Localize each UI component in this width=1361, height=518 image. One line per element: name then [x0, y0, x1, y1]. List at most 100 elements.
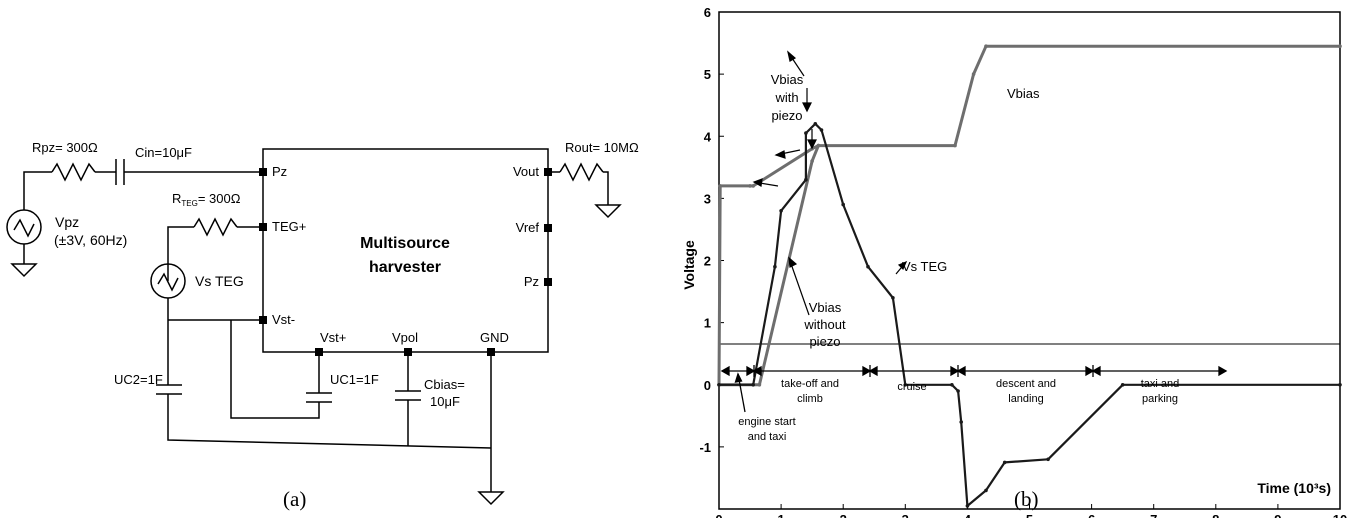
data-point [773, 264, 777, 269]
data-point [757, 383, 762, 387]
vpz-label: Vpz [55, 214, 79, 230]
series-layer [717, 44, 1342, 508]
data-point [984, 44, 988, 48]
data-point [971, 72, 976, 76]
rout-label: Rout= 10MΩ [565, 140, 639, 155]
vpz-wire [23, 171, 52, 210]
pin-markers [259, 168, 552, 356]
data-point [984, 488, 988, 493]
phase-taxi-2: parking [1142, 393, 1178, 405]
x-tick-label: 1 [777, 512, 784, 518]
phase-engine-1: engine start [738, 416, 795, 428]
x-axis-label: Time (10³s) [1257, 480, 1331, 496]
data-point [1046, 457, 1050, 462]
pin-vst-minus: Vst- [272, 312, 295, 327]
x-tick-label: 0 [715, 512, 722, 518]
rpz-label: Rpz= 300Ω [32, 140, 98, 155]
data-point [804, 177, 808, 182]
x-tick-label: 10 [1333, 512, 1347, 518]
data-point [813, 122, 818, 126]
data-point [1338, 383, 1342, 387]
voltage-chart: 0 1 2 3 4 5 6 7 8 9 10 -1 0 1 2 3 4 5 6 Voltage Time (10³s… [681, 5, 1347, 518]
x-tick-label: 4 [964, 512, 972, 518]
rteg-resistor [193, 217, 238, 237]
data-point [891, 296, 895, 300]
phase-taxi-1: taxi and [1141, 378, 1180, 390]
axis-ticks: 0 1 2 3 4 5 6 7 8 9 10 -1 0 1 2 3 4 5 6 [699, 5, 1347, 518]
annotation-arrows [752, 50, 908, 316]
uc1-label: UC1=1F [330, 372, 379, 387]
data-point [804, 131, 808, 135]
cbias-label-2: 10μF [430, 394, 460, 409]
data-point [866, 264, 870, 269]
data-point [950, 383, 954, 387]
phase-arrows [720, 365, 1228, 413]
y-tick-label: 6 [704, 5, 711, 20]
phase-engine-2: and taxi [748, 431, 787, 443]
label-vbias: Vbias [1007, 86, 1040, 101]
cin-capacitor [115, 159, 125, 185]
y-tick-label: -1 [699, 440, 711, 455]
data-point [816, 143, 821, 148]
x-tick-label: 3 [902, 512, 909, 518]
y-tick-label: 0 [704, 378, 711, 393]
circuit-panel [6, 148, 622, 506]
data-point [841, 202, 845, 207]
data-point [718, 184, 722, 188]
vs-teg-label: Vs TEG [195, 273, 244, 289]
phase-descent-2: landing [1008, 393, 1043, 405]
x-tick-label: 2 [840, 512, 847, 518]
data-point [717, 383, 721, 387]
cbias-label-1: Cbias= [424, 377, 465, 392]
label-vbias-with-1: Vbias [771, 72, 804, 87]
data-point [953, 143, 957, 148]
data-point [751, 383, 755, 387]
x-tick-label: 9 [1274, 512, 1281, 518]
phase-takeoff-1: take-off and [781, 378, 839, 390]
y-tick-label: 4 [704, 129, 712, 144]
gnd-ground-icon [477, 491, 505, 506]
rout-ground-icon [594, 204, 622, 219]
pin-pz-left: Pz [272, 164, 287, 179]
pin-vpol: Vpol [392, 330, 418, 345]
x-tick-label: 8 [1212, 512, 1219, 518]
label-vbias-with-3: piezo [771, 108, 802, 123]
y-tick-label: 1 [704, 316, 711, 331]
uc2-capacitor [156, 384, 182, 395]
cin-label: Cin=10μF [135, 145, 192, 160]
label-vbias-without-1: Vbias [809, 300, 842, 315]
phase-descent-1: descent and [996, 378, 1056, 390]
cbias-capacitor [395, 390, 421, 401]
label-vbias-without-3: piezo [809, 334, 840, 349]
harvester-title-2: harvester [369, 259, 441, 276]
pin-vst-plus: Vst+ [320, 330, 346, 345]
pin-pz-right: Pz [524, 274, 539, 289]
x-tick-label: 5 [1026, 512, 1033, 518]
label-vbias-with-2: with [774, 90, 798, 105]
rout-resistor [559, 162, 604, 182]
data-point [748, 184, 752, 188]
rpz-resistor [51, 162, 96, 182]
pin-teg-plus: TEG+ [272, 219, 306, 234]
vpz-spec: (±3V, 60Hz) [54, 232, 127, 248]
harvester-title-1: Multisource [360, 235, 450, 252]
label-vs-teg: Vs TEG [902, 259, 947, 274]
label-vbias-without-2: without [803, 317, 846, 332]
uc1-capacitor [306, 392, 332, 403]
data-point [810, 159, 814, 163]
y-tick-label: 5 [704, 67, 711, 82]
data-point [751, 184, 755, 188]
pin-gnd: GND [480, 330, 509, 345]
data-point [779, 209, 783, 213]
x-tick-label: 6 [1088, 512, 1095, 518]
x-tick-label: 7 [1150, 512, 1157, 518]
vpz-ground-icon [10, 263, 38, 278]
data-point [959, 420, 963, 424]
data-point [965, 504, 970, 508]
data-point [1002, 460, 1007, 465]
series-line-0 [717, 44, 1340, 385]
pin-vout: Vout [513, 164, 539, 179]
y-axis-label: Voltage [681, 240, 697, 290]
y-tick-label: 2 [704, 254, 711, 269]
